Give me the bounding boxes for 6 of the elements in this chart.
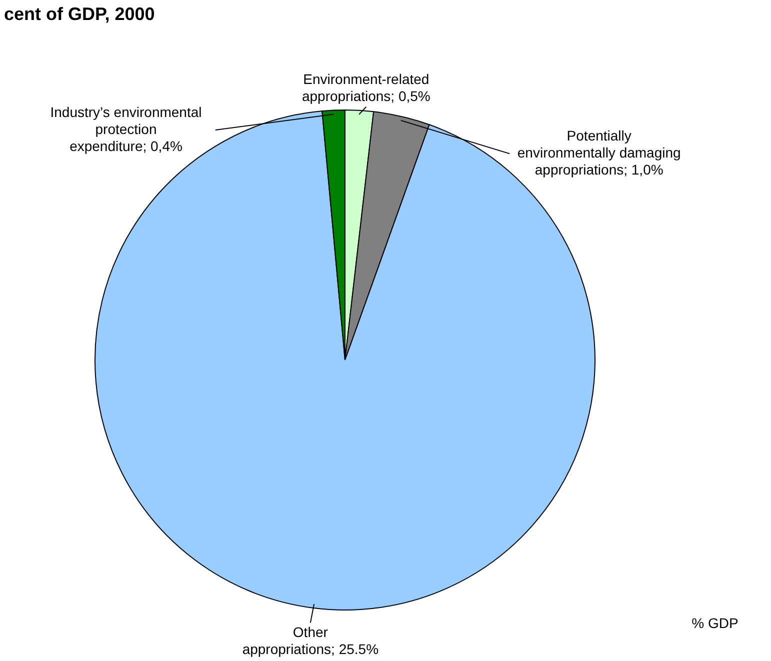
- legend-title: % GDP: [692, 615, 738, 631]
- slice-label: Other appropriations; 25.5%: [242, 624, 379, 657]
- slice-label: Potentially environmentally damaging appropriations; 1,0%: [517, 128, 681, 178]
- slice-label: Environment-related appropriations; 0,5%: [302, 70, 430, 104]
- slice-label: Industry’s environmental protection expenditure; 0,4%: [50, 104, 202, 154]
- chart-title: cent of GDP, 2000: [4, 4, 155, 24]
